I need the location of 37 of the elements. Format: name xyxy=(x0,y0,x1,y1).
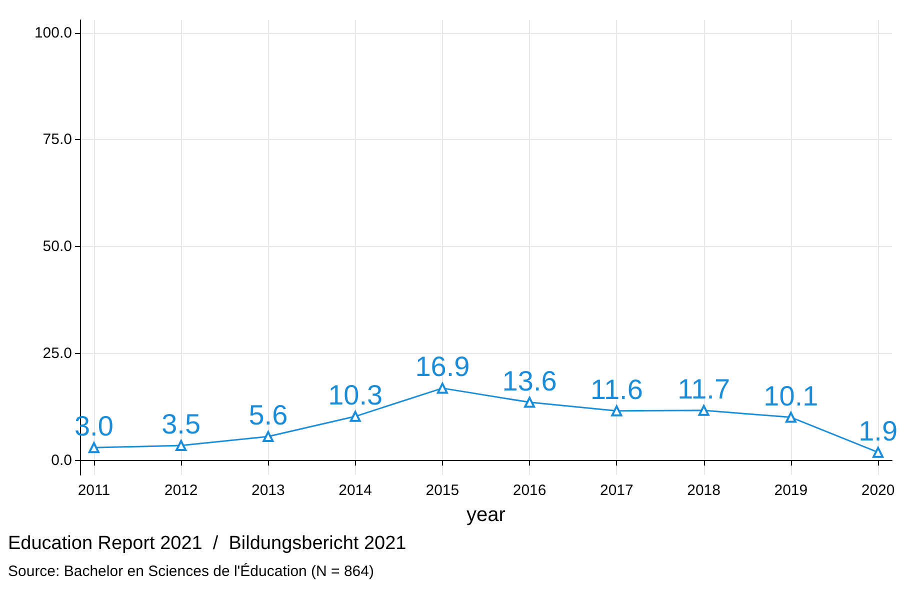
point xyxy=(872,446,884,458)
point xyxy=(524,396,536,408)
point xyxy=(785,412,796,423)
data-label: 10.3 xyxy=(328,379,383,410)
text: Education Report 2021 / Bildungsbericht 2021 xyxy=(8,533,406,554)
x-tick-label: 2012 xyxy=(164,482,198,499)
data-label: 16.9 xyxy=(415,351,470,382)
point xyxy=(262,431,274,442)
y-tick-label: 50.0 xyxy=(42,238,72,256)
point xyxy=(88,442,100,454)
y-tick-label: 75.0 xyxy=(42,131,72,148)
point xyxy=(436,382,448,394)
data-label: 1.9 xyxy=(858,415,898,446)
data-label: 3.5 xyxy=(162,408,201,440)
y-tick-label: 0.0 xyxy=(51,452,72,469)
point xyxy=(176,440,187,451)
data-label: 10.1 xyxy=(764,380,818,412)
x-tick-label: 2020 xyxy=(861,482,895,499)
y-tick-label: 100.0 xyxy=(34,24,72,42)
point xyxy=(350,410,361,422)
source-note: Source: Bachelor en Sciences de l'Éducation (N = 864) xyxy=(8,562,374,580)
x-tick-label: 2019 xyxy=(774,482,808,499)
x-tick-label: 2011 xyxy=(78,482,110,499)
x-tick-label: 2015 xyxy=(426,482,460,499)
x-axis-title: year xyxy=(466,504,506,526)
data-label: 11.6 xyxy=(590,374,643,405)
x-tick-label: 2018 xyxy=(687,482,720,499)
x-tick-label: 2014 xyxy=(338,482,372,499)
point xyxy=(698,404,710,416)
x-tick-label: 2017 xyxy=(600,482,634,499)
data-label: 13.6 xyxy=(502,365,557,396)
point xyxy=(611,405,622,416)
x-tick-label: 2013 xyxy=(252,482,285,499)
x-tick-label: 2016 xyxy=(512,482,546,499)
data-label: 11.7 xyxy=(678,373,730,404)
y-tick-label: 25.0 xyxy=(42,345,72,362)
data-label: 5.6 xyxy=(248,400,288,431)
